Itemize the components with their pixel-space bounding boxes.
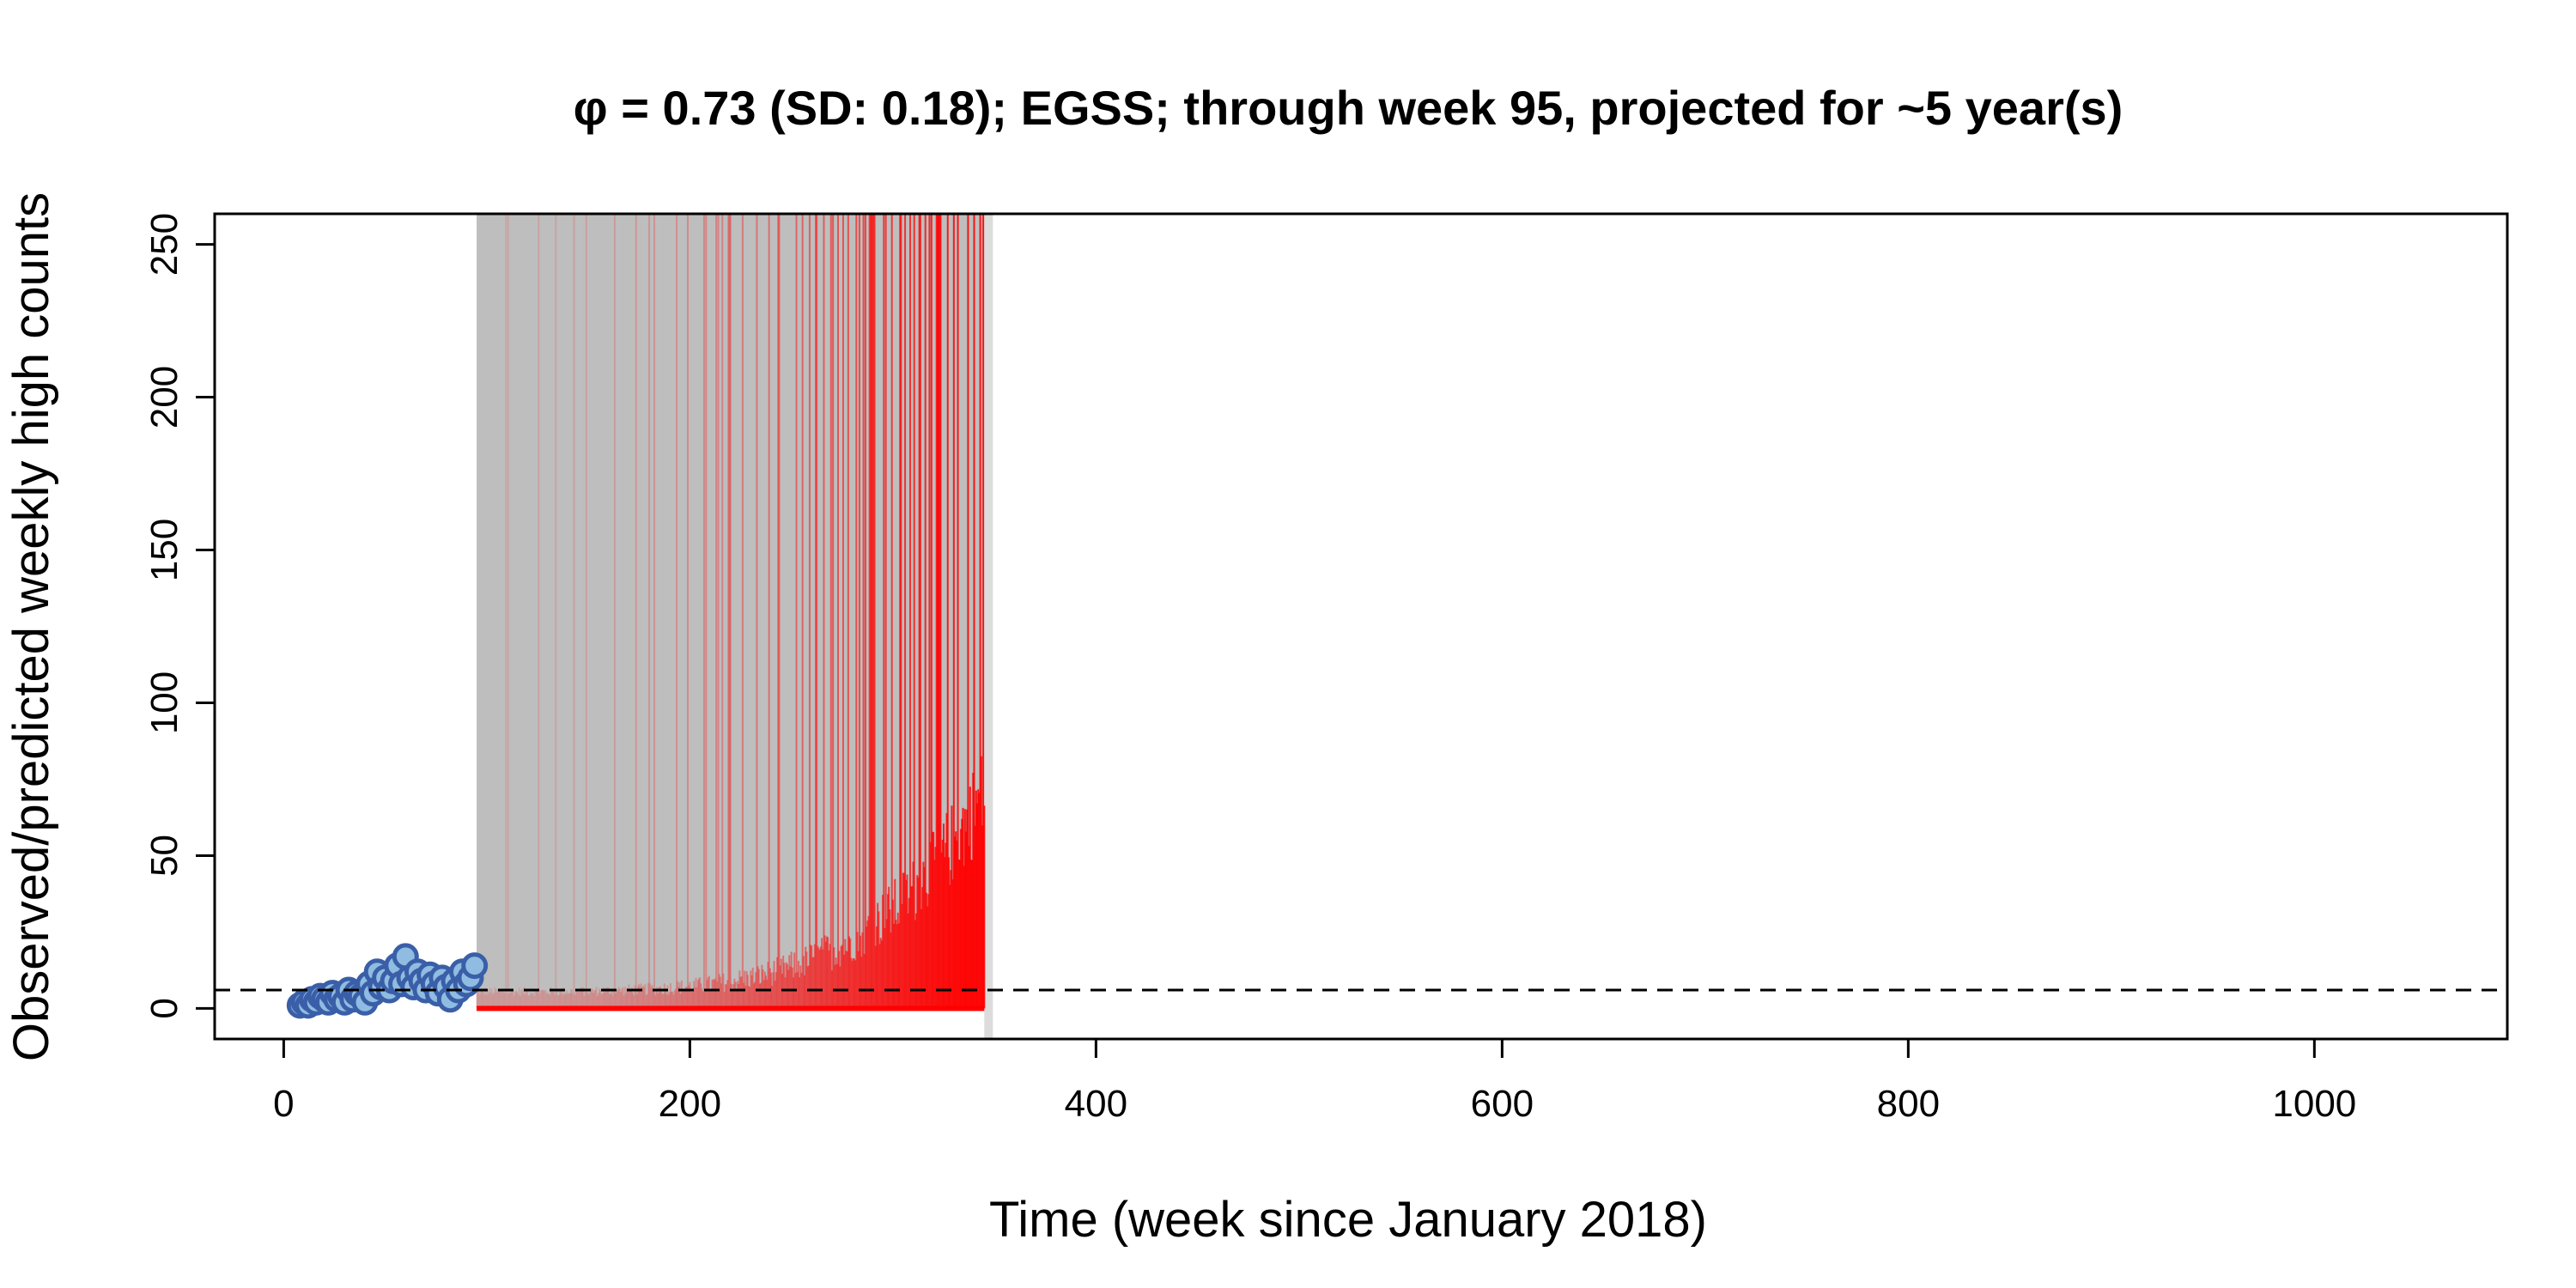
x-tick-label: 600: [1471, 1083, 1534, 1125]
observed-point: [461, 952, 489, 980]
y-tick-label: 0: [143, 998, 185, 1018]
chart-title: φ = 0.73 (SD: 0.18); EGSS; through week …: [574, 81, 2123, 135]
x-tick-label: 800: [1877, 1083, 1940, 1125]
y-axis: 0 50 100 150 200 250: [143, 213, 216, 1019]
y-tick-label: 150: [143, 519, 185, 581]
y-tick-label: 50: [143, 835, 185, 877]
x-tick-label: 400: [1065, 1083, 1127, 1125]
y-tick-label: 200: [143, 366, 185, 428]
x-tick-label: 1000: [2272, 1083, 2356, 1125]
observed-points: [286, 943, 489, 1019]
x-tick-label: 200: [659, 1083, 721, 1125]
x-tick-label: 0: [273, 1083, 294, 1125]
x-axis-label: Time (week since January 2018): [989, 1192, 1707, 1248]
y-tick-label: 100: [143, 671, 185, 734]
projection-red-band: [476, 214, 986, 1012]
y-axis-label: Observed/predicted weekly high counts: [3, 192, 59, 1061]
x-axis: 0 200 400 600 800 1000: [273, 1037, 2356, 1125]
y-tick-label: 250: [143, 213, 185, 276]
projection-edge: [984, 214, 993, 1039]
projection-baseline: [477, 1005, 985, 1012]
